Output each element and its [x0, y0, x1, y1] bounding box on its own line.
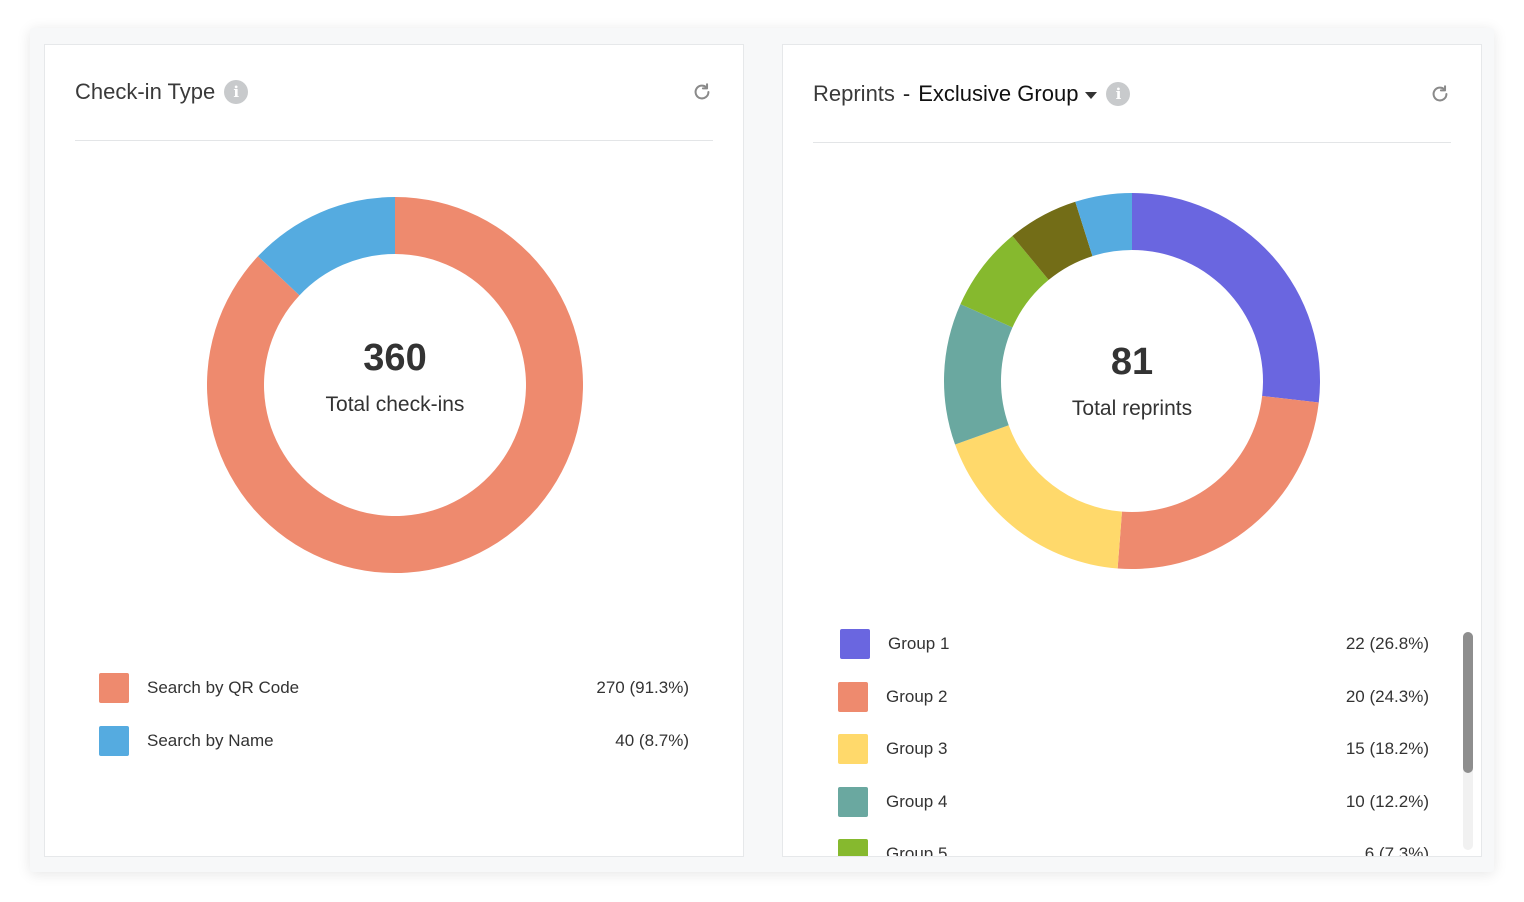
legend-item[interactable]: Search by Name 40 (8.7%): [99, 725, 689, 757]
legend-label: Group 3: [886, 739, 948, 758]
legend-value: 15 (18.2%): [1345, 739, 1429, 758]
legend-item[interactable]: Group 3 15 (18.2%): [838, 733, 1429, 765]
legend-value: 40 (8.7%): [615, 731, 689, 750]
legend-label: Group 5: [886, 844, 948, 857]
legend-swatch: [99, 726, 129, 756]
legend-label: Search by QR Code: [147, 678, 300, 697]
info-icon[interactable]: i: [1106, 82, 1131, 106]
total-checkins-label: Total check-ins: [325, 393, 465, 416]
title-text: Reprints: [813, 81, 895, 106]
legend-swatch: [838, 682, 868, 712]
title-separator: -: [902, 81, 911, 106]
legend-value: 270 (91.3%): [596, 678, 689, 697]
card-header: Check-in Type i: [75, 45, 713, 141]
reprints-card: Reprints - Exclusive Group i 81 Total re…: [782, 44, 1482, 857]
donut-slice-search-by-qr-code[interactable]: [206, 197, 583, 573]
checkin-donut-chart: 360 Total check-ins: [205, 195, 585, 575]
donut-slice-group-1[interactable]: [1132, 193, 1320, 403]
donut-slice-group-2[interactable]: [1117, 396, 1319, 569]
chevron-down-icon[interactable]: [1085, 91, 1098, 99]
donut-slice-group-5[interactable]: [960, 235, 1049, 328]
checkin-type-card: Check-in Type i 360 Total check-ins Sear…: [44, 44, 744, 857]
group-selector-dropdown[interactable]: Exclusive Group: [918, 81, 1079, 106]
donut-slice-group-7[interactable]: [1075, 193, 1132, 257]
legend-scrollbar[interactable]: [1463, 632, 1473, 850]
legend-swatch: [99, 673, 129, 703]
legend-value: 10 (12.2%): [1345, 792, 1429, 811]
legend-item[interactable]: Group 2 20 (24.3%): [838, 681, 1429, 713]
legend-label: Search by Name: [147, 731, 274, 750]
legend-swatch: [838, 787, 868, 817]
legend-item[interactable]: Group 4 10 (12.2%): [838, 786, 1429, 818]
donut-slice-group-3[interactable]: [955, 425, 1122, 569]
total-reprints-label: Total reprints: [1071, 397, 1193, 420]
legend-item[interactable]: Search by QR Code 270 (91.3%): [99, 672, 689, 704]
total-reprints-value: 81: [1110, 341, 1154, 383]
reprints-donut-chart: 81 Total reprints: [942, 191, 1322, 571]
legend-value: 6 (7.3%): [1364, 844, 1429, 857]
legend-item[interactable]: Group 5 6 (7.3%): [838, 838, 1429, 857]
donut-slice-search-by-name[interactable]: [257, 197, 395, 296]
legend-value: 20 (24.3%): [1345, 687, 1429, 706]
donut-slice-group-4[interactable]: [944, 304, 1013, 445]
legend-label: Group 4: [886, 792, 948, 811]
card-title: Check-in Type i: [75, 79, 249, 105]
legend-swatch: [838, 839, 868, 856]
card-header: Reprints - Exclusive Group i: [813, 45, 1451, 143]
refresh-icon[interactable]: [1429, 83, 1451, 105]
legend-swatch: [838, 734, 868, 764]
legend-swatch: [840, 629, 870, 659]
refresh-icon[interactable]: [691, 81, 713, 103]
info-icon[interactable]: i: [224, 80, 249, 104]
title-text: Check-in Type: [75, 79, 216, 104]
card-title: Reprints - Exclusive Group i: [813, 81, 1131, 107]
legend-label: Group 1: [888, 634, 950, 653]
donut-slice-group-6[interactable]: [1012, 201, 1093, 280]
legend-item[interactable]: Group 1 22 (26.8%): [840, 628, 1429, 660]
checkin-donut-svg: [206, 197, 583, 573]
scrollbar-thumb[interactable]: [1463, 632, 1473, 773]
legend-label: Group 2: [886, 687, 948, 706]
legend-value: 22 (26.8%): [1345, 634, 1429, 653]
total-checkins-value: 360: [363, 337, 427, 379]
reprints-donut-svg: [944, 193, 1320, 569]
